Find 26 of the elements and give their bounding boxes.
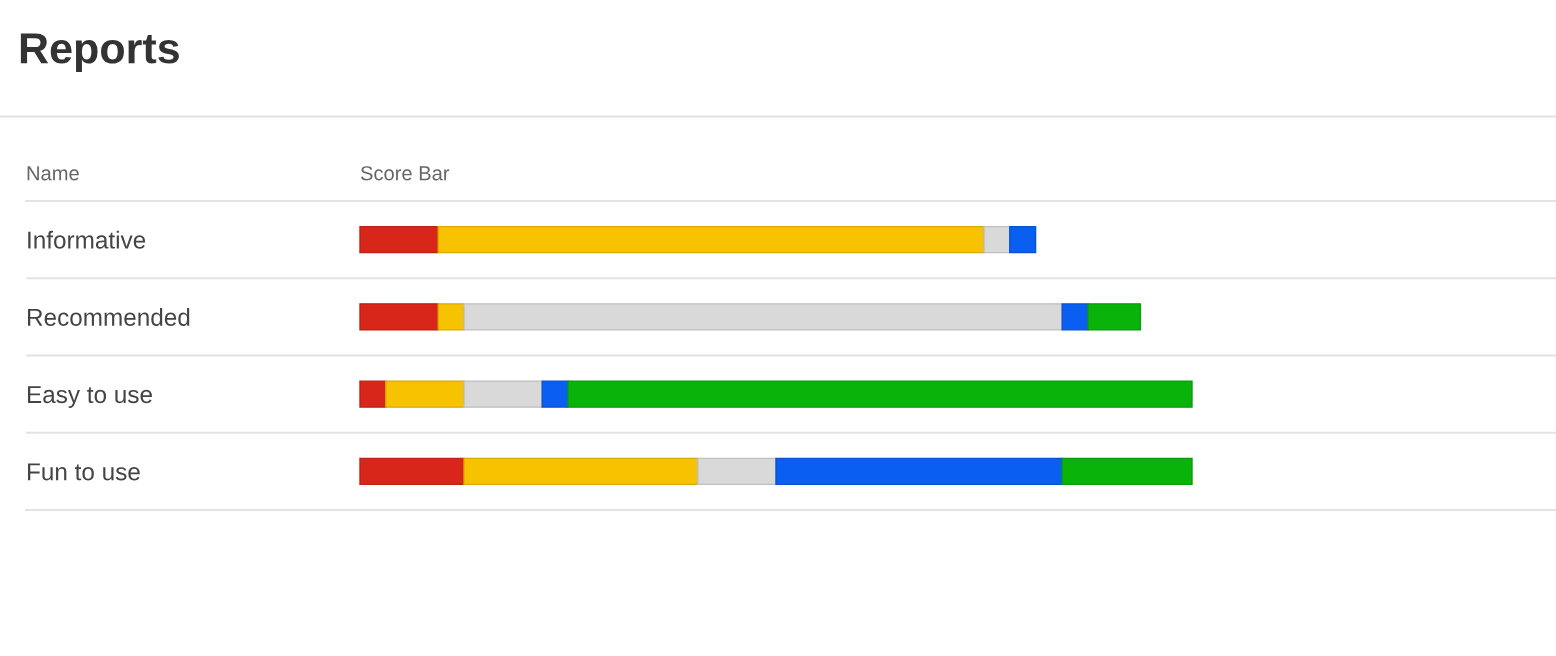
x-axis-title: Score Bar: [360, 166, 450, 181]
chart-title: Reports: [20, 33, 179, 73]
bar: [359, 303, 439, 331]
bar: [437, 225, 985, 254]
bar: [359, 380, 387, 408]
bar: [567, 380, 1193, 408]
bar: [359, 457, 465, 486]
bar: [1061, 303, 1089, 331]
bar: [463, 303, 1063, 331]
bar: [385, 380, 465, 408]
bar: [1009, 225, 1037, 254]
bar: [775, 457, 1063, 486]
bar: [983, 225, 1011, 254]
bar: [1087, 303, 1142, 331]
bar: [697, 457, 777, 486]
bar: [437, 303, 465, 331]
bar: [463, 380, 543, 408]
y-tick-label: Recommended: [27, 308, 190, 326]
y-tick-label: Fun to use: [27, 463, 140, 481]
bar: [1061, 457, 1193, 486]
y-axis-title: Name: [27, 166, 79, 181]
y-tick-label: Easy to use: [27, 386, 152, 408]
bar: [463, 457, 699, 486]
y-tick-label: Informative: [28, 230, 146, 249]
bar: [359, 225, 439, 254]
bar: [541, 380, 569, 408]
